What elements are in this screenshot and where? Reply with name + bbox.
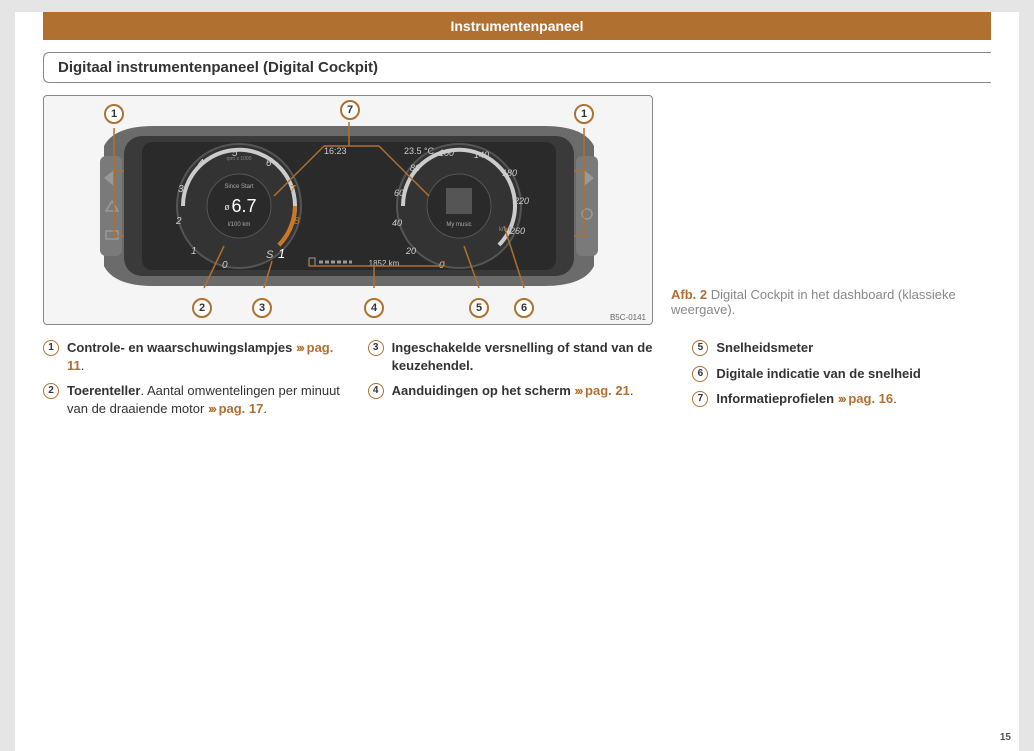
legend-marker: 2 [43, 383, 59, 399]
svg-text:1: 1 [278, 246, 285, 261]
figure-row: Since Start ø 6.7 l/100 km 0 1 2 3 4 5 6… [43, 95, 991, 325]
chapter-header: Instrumentenpaneel [43, 12, 991, 40]
svg-text:rpm x 1000: rpm x 1000 [226, 156, 251, 162]
svg-text:180: 180 [502, 168, 517, 178]
figure-ref: Afb. 2 [671, 287, 707, 302]
legend-item-4: 4 Aanduidingen op het scherm ››› pag. 21. [368, 382, 667, 400]
svg-text:7: 7 [290, 184, 296, 195]
svg-text:3: 3 [178, 184, 184, 195]
legend-text: Aanduidingen op het scherm ››› pag. 21. [392, 382, 634, 400]
section-title: Digitaal instrumentenpaneel (Digital Coc… [43, 52, 991, 83]
svg-text:60: 60 [394, 188, 404, 198]
svg-text:2: 2 [175, 216, 182, 227]
cluster-svg: Since Start ø 6.7 l/100 km 0 1 2 3 4 5 6… [94, 116, 604, 306]
svg-text:23.5 °C: 23.5 °C [404, 146, 435, 156]
legend-text: Digitale indicatie van de snelheid [716, 365, 920, 383]
callout-6: 6 [514, 298, 534, 318]
svg-text:16:23: 16:23 [324, 146, 347, 156]
legend-text: Snelheidsmeter [716, 339, 813, 357]
legend-marker: 3 [368, 340, 384, 356]
legend-text: Informatieprofielen ››› pag. 16. [716, 390, 896, 408]
legend-marker: 6 [692, 366, 708, 382]
callout-7: 7 [340, 100, 360, 120]
svg-text:0: 0 [222, 260, 228, 271]
svg-text:140: 140 [474, 150, 489, 160]
svg-text:4: 4 [198, 158, 204, 169]
legend-text: Ingeschakelde versnelling of stand van d… [392, 339, 667, 374]
legend-item-6: 6 Digitale indicatie van de snelheid [692, 365, 991, 383]
svg-text:8: 8 [294, 216, 300, 227]
legend-marker: 1 [43, 340, 59, 356]
callout-5: 5 [469, 298, 489, 318]
page-number: 15 [1000, 732, 1011, 743]
svg-text:S: S [266, 249, 274, 261]
legend-item-2: 2 Toerenteller. Aantal omwentelingen per … [43, 382, 342, 417]
legend-item-7: 7 Informatieprofielen ››› pag. 16. [692, 390, 991, 408]
svg-text:l/100 km: l/100 km [228, 222, 251, 228]
legend-item-1: 1 Controle- en waarschuwingslampjes ››› p… [43, 339, 342, 374]
callout-2: 2 [192, 298, 212, 318]
figure: Since Start ø 6.7 l/100 km 0 1 2 3 4 5 6… [43, 95, 653, 325]
legend-marker: 4 [368, 383, 384, 399]
legend-text: Controle- en waarschuwingslampjes ››› pa… [67, 339, 342, 374]
svg-text:1: 1 [191, 246, 197, 257]
svg-text:220: 220 [513, 196, 529, 206]
callout-1a: 1 [104, 104, 124, 124]
legend-col-2: 3 Ingeschakelde versnelling of stand van … [368, 339, 667, 425]
svg-text:20: 20 [405, 246, 416, 256]
legend-item-5: 5 Snelheidsmeter [692, 339, 991, 357]
callout-3: 3 [252, 298, 272, 318]
legend: 1 Controle- en waarschuwingslampjes ››› p… [43, 339, 991, 425]
svg-text:40: 40 [392, 218, 402, 228]
figure-caption: Afb. 2 Digital Cockpit in het dashboard … [671, 287, 991, 317]
svg-text:6.7: 6.7 [231, 196, 256, 216]
svg-text:260: 260 [509, 226, 525, 236]
figure-code: B5C-0141 [608, 313, 648, 322]
legend-marker: 5 [692, 340, 708, 356]
svg-text:My music: My music [446, 222, 471, 228]
svg-text:100: 100 [439, 148, 454, 158]
callout-1b: 1 [574, 104, 594, 124]
caption-box: Afb. 2 Digital Cockpit in het dashboard … [671, 95, 991, 325]
legend-col-1: 1 Controle- en waarschuwingslampjes ››› p… [43, 339, 342, 425]
legend-item-3: 3 Ingeschakelde versnelling of stand van … [368, 339, 667, 374]
svg-text:6: 6 [266, 158, 272, 169]
legend-text: Toerenteller. Aantal omwentelingen per m… [67, 382, 342, 417]
svg-text:80: 80 [410, 163, 420, 173]
page: Instrumentenpaneel Digitaal instrumenten… [15, 12, 1019, 751]
legend-marker: 7 [692, 391, 708, 407]
callout-4: 4 [364, 298, 384, 318]
svg-text:ø: ø [224, 202, 230, 212]
figure-caption-text: Digital Cockpit in het dashboard (klassi… [671, 287, 956, 317]
svg-text:Since Start: Since Start [224, 184, 254, 190]
legend-col-3: 5 Snelheidsmeter 6 Digitale indicatie van … [692, 339, 991, 425]
